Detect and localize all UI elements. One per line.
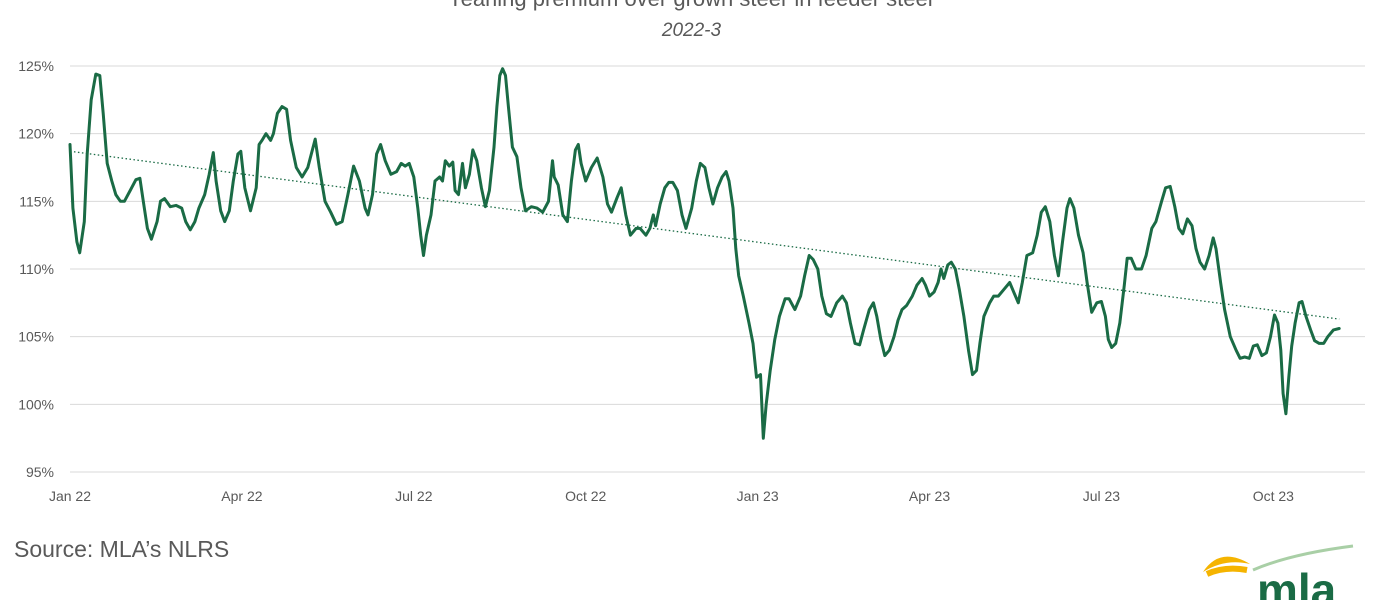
y-tick-label: 125% [18,58,54,74]
y-axis-ticks: 95% 100% 105% 110% 115% 120% 125% [18,58,54,480]
source-note: Source: MLA’s NLRS [14,536,230,562]
x-tick-label: Apr 22 [221,488,262,504]
y-tick-label: 100% [18,396,54,412]
y-tick-label: 105% [18,329,54,345]
y-tick-label: 110% [19,261,54,277]
x-tick-label: Jan 23 [737,488,779,504]
x-tick-label: Apr 23 [909,488,950,504]
logo-wordmark: mla [1257,564,1337,600]
x-tick-label: Oct 23 [1253,488,1294,504]
y-tick-label: 115% [19,193,54,209]
trendline [69,150,1340,320]
chart-title: Yearling premium over grown steer in fee… [0,0,1383,12]
x-tick-label: Oct 22 [565,488,606,504]
chart-subtitle: 2022-3 [661,20,722,41]
y-tick-label: 120% [18,126,54,142]
logo-swoosh [1252,544,1354,572]
logo-sun-lower [1205,565,1248,577]
series-line [68,67,1341,440]
x-axis-ticks: Jan 22 Apr 22 Jul 22 Oct 22 Jan 23 Apr 23 Jul … [49,488,1294,504]
x-tick-label: Jan 22 [49,488,91,504]
x-tick-label: Jul 22 [395,488,433,504]
x-tick-label: Jul 23 [1083,488,1121,504]
mla-logo: mla [1203,544,1354,600]
logo-sun [1203,556,1250,572]
y-tick-label: 95% [26,464,54,480]
gridlines [70,65,1365,473]
